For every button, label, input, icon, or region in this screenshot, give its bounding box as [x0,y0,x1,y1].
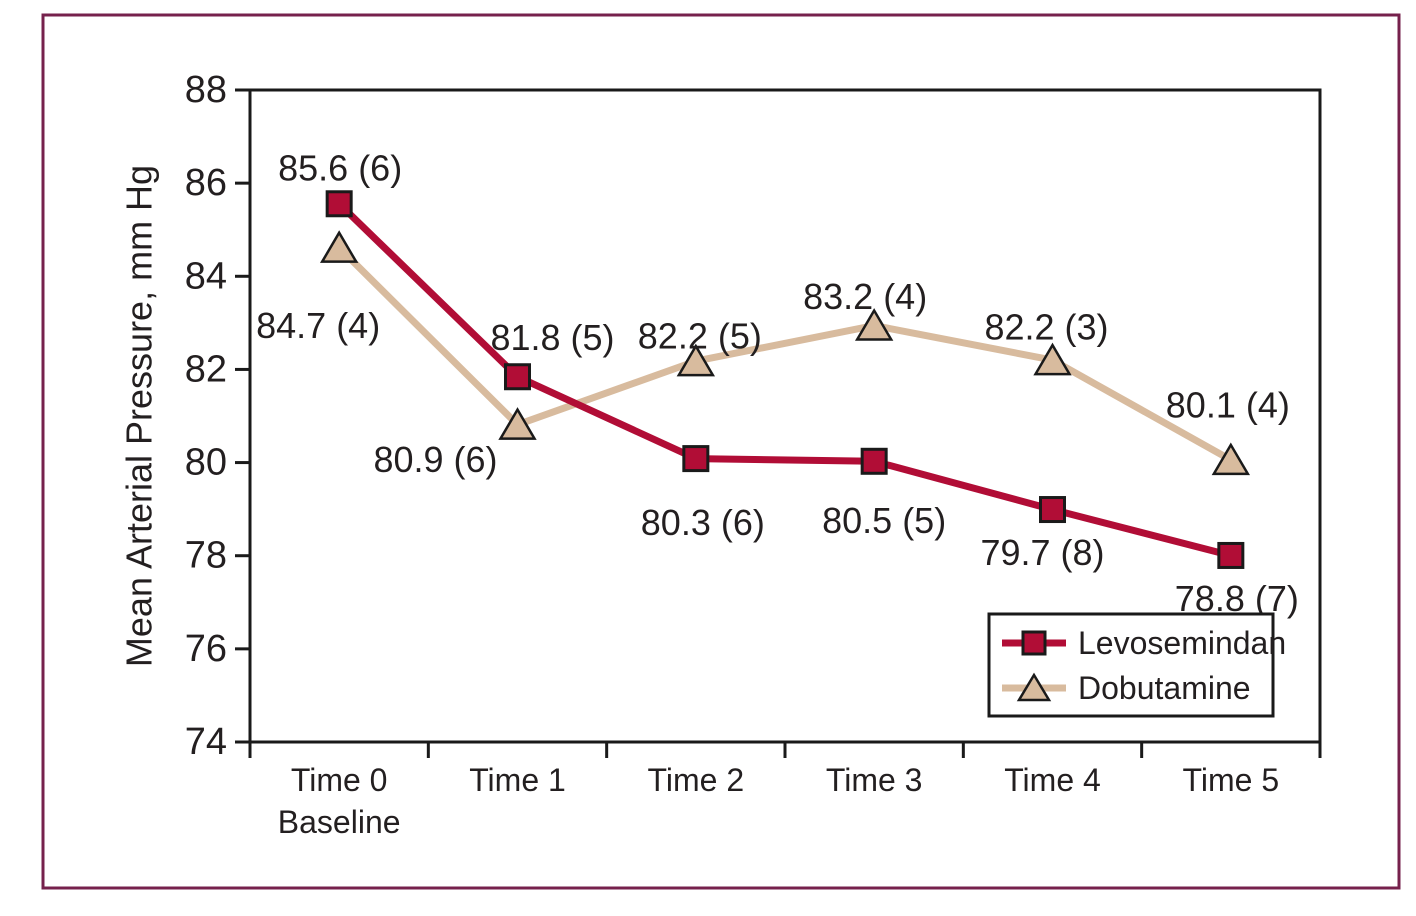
marker-triangle [498,407,537,440]
point-label: 78.8 (7) [1175,578,1299,619]
y-axis-title: Mean Arterial Pressure, mm Hg [119,165,160,667]
x-tick-label: Time 2 [648,762,745,798]
marker-triangle [1016,672,1052,702]
point-label: 82.2 (3) [984,307,1108,348]
y-tick-label: 76 [185,628,227,670]
marker-square [682,445,710,473]
marker-triangle [854,308,894,341]
series-levosemindan [325,190,1245,569]
point-label: 83.2 (4) [803,276,927,317]
marker-triangle [1211,442,1251,476]
marker-square [1039,496,1066,524]
legend-label-dobutamine: Dobutamine [1078,670,1251,706]
legend-label-levosemindan: Levosemindan [1078,625,1286,661]
marker-square [504,363,531,391]
y-tick-label: 84 [185,255,227,297]
point-labels: 85.6 (6) 81.8 (5) 80.3 (6) 80.5 (5) 79.7 (8)… [256,147,1299,619]
point-label: 82.2 (5) [638,316,762,357]
marker-triangle [319,230,359,263]
point-label: 80.3 (6) [641,502,765,543]
x-tick-label: Time 4 [1004,762,1101,798]
series-dobutamine [319,230,1251,476]
marker-square [1217,541,1245,569]
point-label: 84.7 (4) [256,305,380,346]
marker-square [1021,630,1047,656]
point-label: 80.1 (4) [1166,384,1290,425]
x-tick-label: Time 1 [469,762,566,798]
marker-square [325,190,353,218]
figure-border [41,13,1401,890]
y-tick-label: 88 [185,69,227,111]
point-label: 80.5 (5) [822,500,946,541]
marker-triangle [1033,342,1072,376]
x-tick-label: Time 5 [1183,762,1280,798]
x-axis-ticks: Time 0 Baseline Time 1 Time 2 Time 3 Time 4 Ti… [248,742,1322,840]
legend: Levosemindan Dobutamine [987,612,1286,718]
x-tick-label: Baseline [278,804,401,840]
series-line-dobutamine [335,244,1235,464]
point-label: 85.6 (6) [278,147,402,188]
legend-item-levosemindan: Levosemindan [1002,625,1286,661]
x-tick-label: Time 3 [826,762,923,798]
point-label: 79.7 (8) [980,532,1104,573]
x-tick-label: Time 0 [291,762,388,798]
point-label: 81.8 (5) [490,317,614,358]
legend-item-dobutamine: Dobutamine [1002,670,1251,706]
marker-square [860,447,888,475]
y-axis-ticks: 88 86 84 82 80 78 76 74 [185,69,251,763]
y-tick-label: 86 [185,162,227,204]
series-group [319,190,1251,569]
point-label: 80.9 (6) [373,439,497,480]
y-tick-label: 82 [185,348,227,390]
marker-triangle [676,343,716,377]
y-tick-label: 78 [185,535,227,577]
y-tick-label: 80 [185,442,227,484]
series-line-levosemindan [335,200,1235,559]
y-tick-label: 74 [185,721,227,763]
